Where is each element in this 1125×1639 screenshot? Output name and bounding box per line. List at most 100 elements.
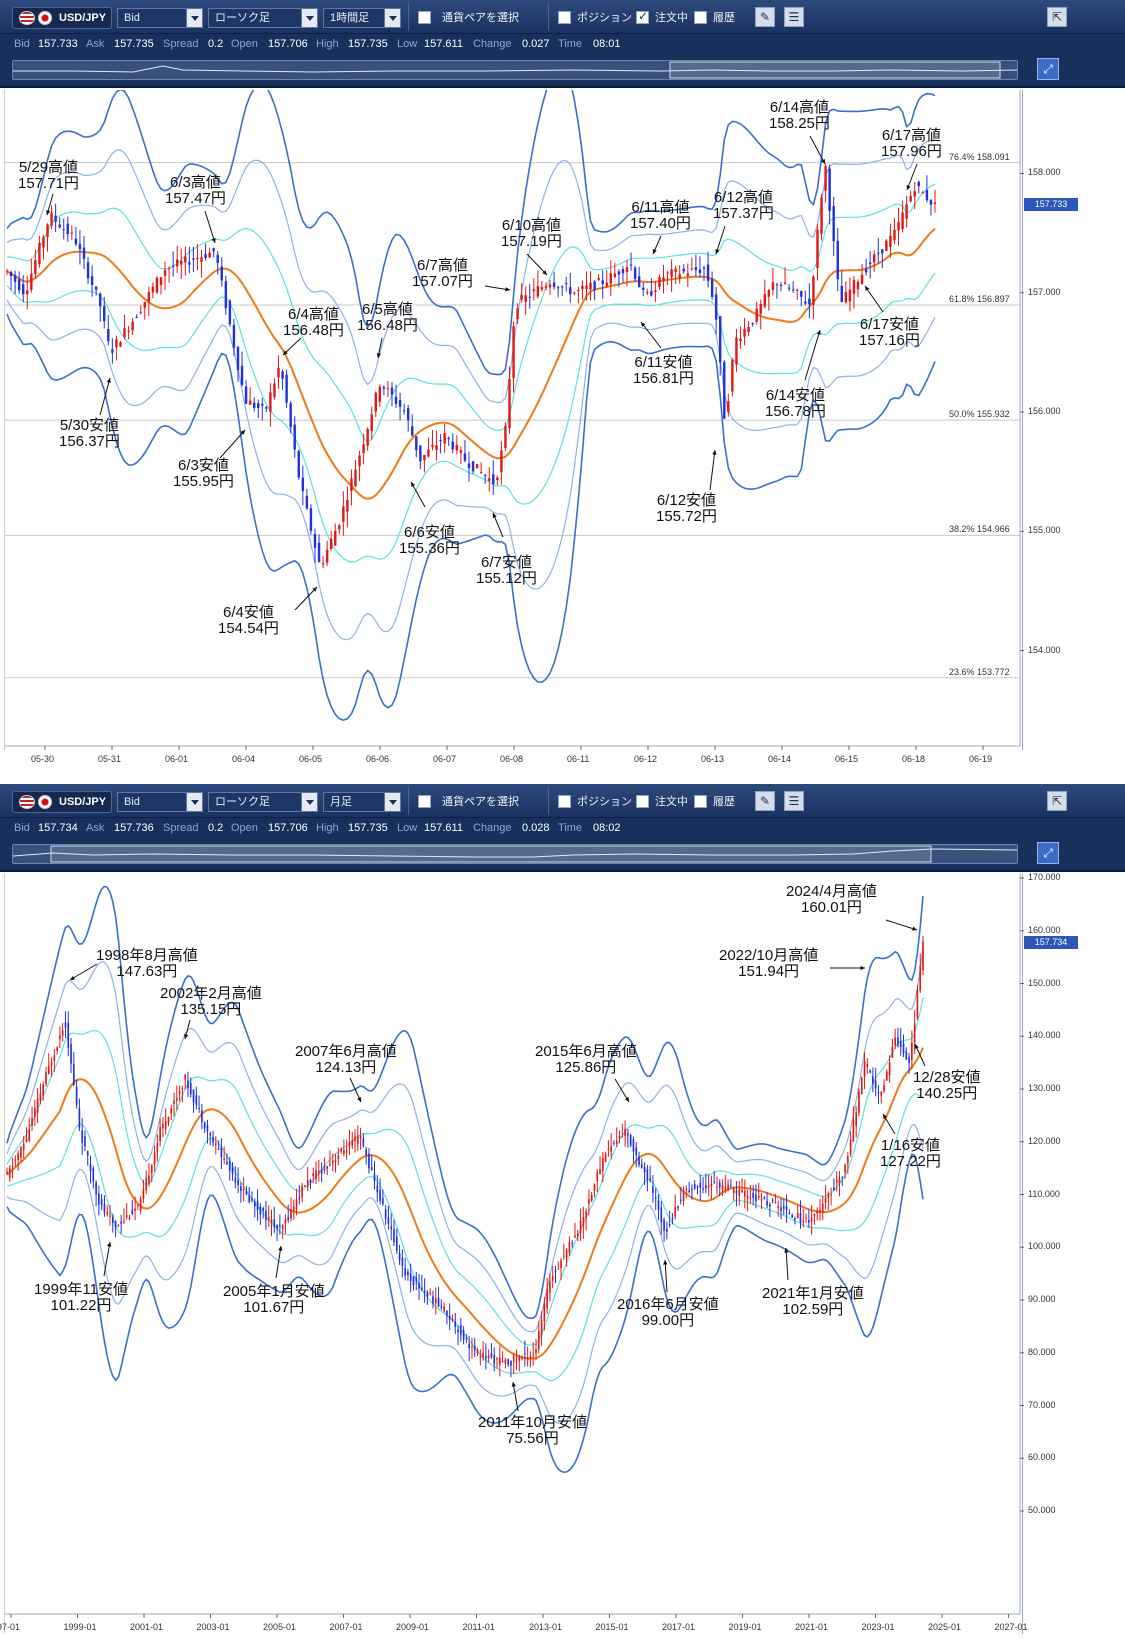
candle-body [109, 1215, 111, 1217]
currency-pair-selector[interactable]: USD/JPY [12, 7, 112, 29]
settings-list-icon[interactable]: ☰ [784, 7, 804, 27]
candle-body [548, 284, 552, 288]
candle-body [13, 275, 17, 282]
chart-type-select[interactable]: ローソク足 [208, 8, 318, 28]
candle-body [751, 323, 754, 325]
draw-tool-icon[interactable]: ✎ [755, 791, 775, 811]
candle-body [713, 1181, 716, 1183]
chart-type-select[interactable]: ローソク足 [208, 792, 318, 812]
candle-body [115, 339, 118, 348]
candle-body [693, 1183, 696, 1189]
candle-body [868, 262, 872, 265]
candle-body [111, 1216, 114, 1223]
draw-tool-icon[interactable]: ✎ [755, 7, 775, 27]
candle-body [287, 1216, 290, 1221]
order-checkbox[interactable] [636, 795, 649, 808]
candle-body [830, 1194, 832, 1196]
annotation-label: 6/5高値 [362, 301, 413, 318]
position-checkbox[interactable] [558, 795, 571, 808]
history-checkbox[interactable] [694, 11, 707, 24]
candle-body [419, 445, 422, 462]
candle-body [554, 1270, 557, 1272]
candle-body [838, 1178, 841, 1184]
candle-body [492, 474, 495, 485]
candle-body [331, 1160, 334, 1164]
navigator-strip: ⤢ [0, 54, 1125, 88]
candle-body [427, 449, 430, 457]
time-navigator-scrollbar[interactable] [12, 844, 1018, 864]
candle-body [771, 282, 775, 290]
candle-body [382, 1198, 384, 1204]
candle-body [802, 1221, 805, 1223]
candle-body [925, 190, 929, 201]
price-annotation: 6/5高値 156.48円 [357, 302, 418, 334]
candle-body [685, 1188, 688, 1190]
interval-select[interactable]: 1時間足 [323, 8, 401, 28]
candle-body [462, 1329, 465, 1340]
fib-pct: 38.2% [949, 524, 975, 535]
annotation-value: 101.67円 [243, 1299, 305, 1316]
annotation-arrow-line [103, 1241, 111, 1277]
chevron-down-icon [186, 9, 202, 27]
x-tick-label: 2017-01 [662, 1622, 696, 1632]
expand-icon[interactable]: ⤢ [1037, 58, 1059, 80]
currency-pair-selector[interactable]: USD/JPY [12, 791, 112, 813]
candle-body [119, 342, 122, 347]
collapse-icon[interactable]: ⇱ [1047, 7, 1067, 27]
time-navigator-scrollbar[interactable] [12, 60, 1018, 80]
candle-body [103, 306, 106, 322]
candle-body [589, 282, 592, 290]
expand-icon[interactable]: ⤢ [1037, 842, 1059, 864]
candle-body [808, 298, 811, 305]
select-pair-checkbox[interactable] [418, 11, 431, 24]
candle-body [579, 1221, 582, 1233]
interval-select[interactable]: 月足 [323, 792, 401, 812]
candle-body [11, 1166, 14, 1168]
candle-body [220, 266, 223, 281]
candle-body [378, 386, 382, 402]
candle-body [390, 1226, 393, 1230]
candle-body [167, 1116, 170, 1124]
hourly-chart-canvas [5, 90, 1024, 750]
candle-body [237, 1180, 239, 1186]
candle-body [14, 1159, 17, 1161]
candle-body [163, 270, 167, 276]
price-type-select[interactable]: Bid [117, 792, 203, 812]
price-annotation: 2002年2月高値 135.15円 [160, 986, 262, 1018]
annotation-arrowhead [712, 450, 717, 455]
history-label: 履歴 [713, 796, 735, 808]
price-type-select[interactable]: Bid [117, 8, 203, 28]
candle-body [863, 1061, 866, 1077]
candle-body [885, 1071, 888, 1081]
candle-body [373, 1173, 376, 1181]
candle-body [131, 321, 134, 331]
candle-body [702, 267, 706, 269]
candle-body [690, 268, 694, 270]
toolbar-divider [408, 787, 409, 815]
candle-body [573, 292, 576, 294]
candle-body [134, 1208, 136, 1211]
collapse-icon[interactable]: ⇱ [1047, 791, 1067, 811]
candle-body [200, 257, 203, 262]
history-checkbox[interactable] [694, 795, 707, 808]
candle-body [170, 1108, 173, 1114]
candle-body [901, 212, 904, 230]
position-checkbox[interactable] [558, 11, 571, 24]
settings-list-icon[interactable]: ☰ [784, 791, 804, 811]
low-label: Low [397, 38, 418, 50]
candle-body [240, 365, 244, 385]
order-checkbox[interactable] [636, 9, 649, 24]
candle-body [746, 1196, 749, 1199]
select-pair-checkbox[interactable] [418, 795, 431, 808]
y-tick-label: 158.000 [1028, 167, 1061, 178]
chart-type-value: ローソク足 [215, 796, 270, 808]
y-tick-label: 130.000 [1028, 1083, 1061, 1093]
candle-body [929, 199, 933, 205]
candle-body [632, 1139, 635, 1152]
annotation-arrow-line [219, 429, 246, 459]
candle-body [599, 1168, 601, 1174]
annotation-label: 6/3高値 [170, 174, 221, 191]
price-annotation: 2011年10月安値 75.56円 [478, 1415, 587, 1447]
candle-body [217, 1148, 220, 1150]
candle-body [891, 1046, 894, 1058]
